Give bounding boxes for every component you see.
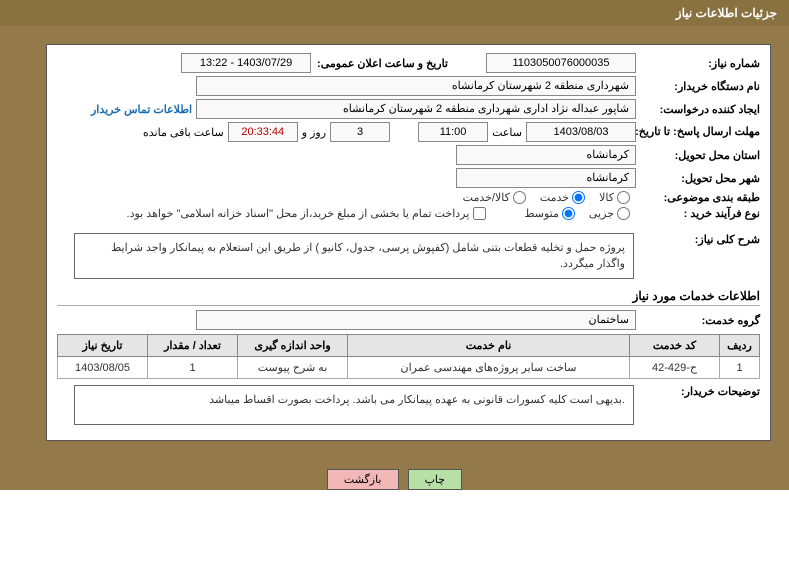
table-header-row: ردیف کد خدمت نام خدمت واحد اندازه گیری ت…	[58, 335, 760, 357]
category-radio-group: کالا خدمت کالا/خدمت	[463, 191, 630, 204]
page-container: جزئیات اطلاعات نیاز شماره نیاز: 11030500…	[0, 0, 789, 490]
radio-medium[interactable]: متوسط	[524, 207, 575, 220]
td-name: ساخت سایر پروژه‌های مهندسی عمران	[348, 357, 630, 379]
delivery-province-value: کرمانشاه	[456, 145, 636, 165]
process-radio-group: جزیی متوسط	[524, 207, 630, 220]
general-desc-label: شرح کلی نیاز:	[640, 233, 760, 246]
buyer-org-value: شهرداری منطقه 2 شهرستان کرمانشاه	[196, 76, 636, 96]
announce-datetime-value: 1403/07/29 - 13:22	[181, 53, 311, 73]
services-table: ردیف کد خدمت نام خدمت واحد اندازه گیری ت…	[57, 334, 760, 379]
radio-medium-input[interactable]	[562, 207, 575, 220]
radio-medium-label: متوسط	[524, 207, 559, 220]
radio-goods[interactable]: کالا	[599, 191, 630, 204]
countdown-value: 20:33:44	[228, 122, 298, 142]
radio-service-label: خدمت	[540, 191, 569, 204]
content-area: شماره نیاز: 1103050076000035 تاریخ و ساع…	[0, 44, 789, 459]
th-name: نام خدمت	[348, 335, 630, 357]
radio-partial-input[interactable]	[617, 207, 630, 220]
general-desc-box: پروژه حمل و تخلیه قطعات بتنی شامل (کفپوش…	[74, 233, 634, 279]
deadline-time-value: 11:00	[418, 122, 488, 142]
delivery-city-label: شهر محل تحویل:	[640, 172, 760, 185]
service-groups-value: ساختمان	[196, 310, 636, 330]
treasury-checkbox-label: پرداخت تمام یا بخشی از مبلغ خرید،از محل …	[127, 207, 470, 220]
need-number-value: 1103050076000035	[486, 53, 636, 73]
header-spacer	[0, 26, 789, 44]
delivery-city-value: کرمانشاه	[456, 168, 636, 188]
th-row: ردیف	[720, 335, 760, 357]
requester-value: شاپور عبداله نژاد اداری شهرداری منطقه 2 …	[196, 99, 636, 119]
td-row: 1	[720, 357, 760, 379]
td-unit: به شرح پیوست	[238, 357, 348, 379]
treasury-checkbox[interactable]	[473, 207, 486, 220]
page-title-bar: جزئیات اطلاعات نیاز	[0, 0, 789, 26]
radio-goods-input[interactable]	[617, 191, 630, 204]
days-and-label: روز و	[302, 126, 326, 139]
td-qty: 1	[148, 357, 238, 379]
main-panel: شماره نیاز: 1103050076000035 تاریخ و ساع…	[46, 44, 771, 441]
radio-partial-label: جزیی	[589, 207, 614, 220]
print-button[interactable]: چاپ	[408, 469, 463, 490]
days-remaining-value: 3	[330, 122, 390, 142]
requester-label: ایجاد کننده درخواست:	[640, 103, 760, 116]
buyer-notes-box: .بدیهی است کلیه کسورات قانونی به عهده پی…	[74, 385, 634, 425]
buyer-contact-link[interactable]: اطلاعات تماس خریدار	[91, 103, 192, 116]
announce-datetime-label: تاریخ و ساعت اعلان عمومی:	[315, 57, 448, 70]
remaining-hours-label: ساعت باقی مانده	[143, 126, 224, 139]
buyer-notes-label: توضیحات خریدار:	[640, 385, 760, 398]
time-label: ساعت	[492, 126, 522, 139]
td-code: ح-429-42	[630, 357, 720, 379]
table-row: 1 ح-429-42 ساخت سایر پروژه‌های مهندسی عم…	[58, 357, 760, 379]
th-unit: واحد اندازه گیری	[238, 335, 348, 357]
delivery-province-label: استان محل تحویل:	[640, 149, 760, 162]
radio-goods-service-label: کالا/خدمت	[463, 191, 510, 204]
need-number-label: شماره نیاز:	[640, 57, 760, 70]
buyer-org-label: نام دستگاه خریدار:	[640, 80, 760, 93]
deadline-date-value: 1403/08/03	[526, 122, 636, 142]
back-button[interactable]: بازگشت	[327, 469, 399, 490]
radio-service[interactable]: خدمت	[540, 191, 585, 204]
radio-service-input[interactable]	[572, 191, 585, 204]
process-type-label: نوع فرآیند خرید :	[640, 207, 760, 220]
td-need-date: 1403/08/05	[58, 357, 148, 379]
th-need-date: تاریخ نیاز	[58, 335, 148, 357]
treasury-checkbox-row[interactable]: پرداخت تمام یا بخشی از مبلغ خرید،از محل …	[127, 207, 487, 220]
radio-goods-service[interactable]: کالا/خدمت	[463, 191, 526, 204]
radio-partial[interactable]: جزیی	[589, 207, 630, 220]
services-section-title: اطلاعات خدمات مورد نیاز	[57, 289, 760, 306]
deadline-label: مهلت ارسال پاسخ: تا تاریخ:	[640, 126, 760, 138]
button-row: چاپ بازگشت	[0, 459, 789, 490]
page-title: جزئیات اطلاعات نیاز	[676, 6, 777, 20]
radio-goods-label: کالا	[599, 191, 614, 204]
service-groups-label: گروه خدمت:	[640, 314, 760, 327]
th-qty: تعداد / مقدار	[148, 335, 238, 357]
th-code: کد خدمت	[630, 335, 720, 357]
radio-goods-service-input[interactable]	[513, 191, 526, 204]
category-label: طبقه بندی موضوعی:	[640, 191, 760, 204]
